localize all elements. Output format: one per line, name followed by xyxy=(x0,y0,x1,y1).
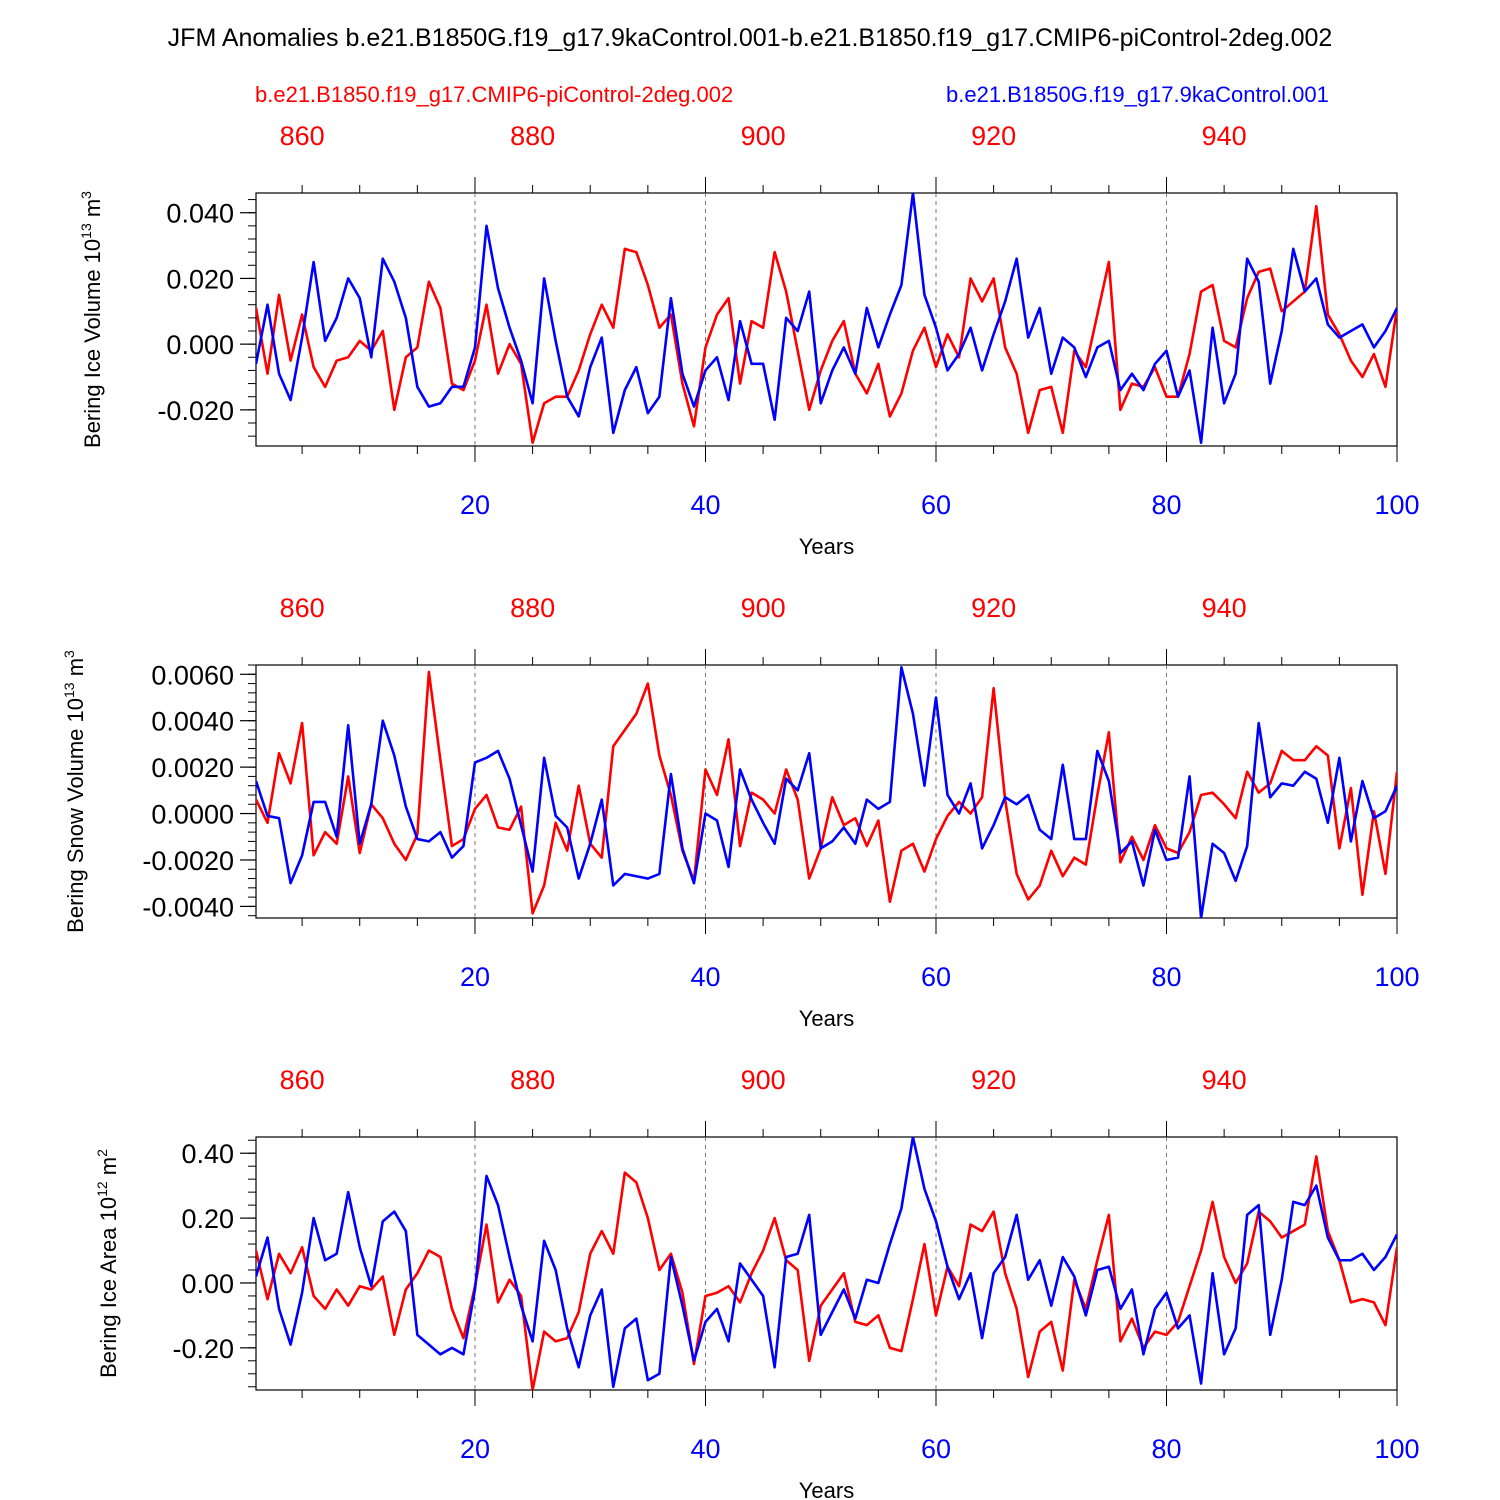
x-bottom-tick-label: 80 xyxy=(1151,490,1181,520)
figure-title: JFM Anomalies b.e21.B1850G.f19_g17.9kaCo… xyxy=(168,24,1333,52)
plot-frame xyxy=(255,664,1398,919)
legend-red-label: b.e21.B1850.f19_g17.CMIP6-piControl-2deg… xyxy=(255,82,733,107)
y-tick-label: -0.0020 xyxy=(142,846,234,876)
x-bottom-tick-label: 20 xyxy=(460,962,490,992)
x-top-tick-label: 900 xyxy=(741,1065,786,1095)
x-top-tick-label: 880 xyxy=(510,593,555,623)
y-axis-label: Bering Snow Volume 1013 m3 xyxy=(61,650,88,933)
series-line-red xyxy=(256,670,1397,915)
plot-frame xyxy=(255,1136,1398,1391)
x-bottom-tick-label: 100 xyxy=(1374,962,1419,992)
x-top-tick-label: 880 xyxy=(510,121,555,151)
y-tick-label: 0.40 xyxy=(181,1139,234,1169)
plot-frame xyxy=(255,192,1398,447)
y-tick-label: 0.000 xyxy=(166,330,234,360)
y-tick-label: -0.0040 xyxy=(142,892,234,922)
legend-blue-label: b.e21.B1850G.f19_g17.9kaControl.001 xyxy=(946,82,1329,107)
x-bottom-tick-label: 100 xyxy=(1374,1434,1419,1464)
series-line-red xyxy=(256,1155,1397,1390)
x-top-tick-label: 860 xyxy=(280,593,325,623)
x-bottom-tick-label: 60 xyxy=(921,1434,951,1464)
x-bottom-tick-label: 100 xyxy=(1374,490,1419,520)
series-line-blue xyxy=(256,1137,1397,1389)
x-bottom-tick-label: 40 xyxy=(690,1434,720,1464)
x-axis-label: Years xyxy=(799,534,854,559)
x-top-tick-label: 860 xyxy=(280,1065,325,1095)
y-tick-label: 0.0020 xyxy=(151,753,234,783)
panels: -0.020 0.000 0.020 0.040 20 40 60 80 100 860 880 90… xyxy=(61,121,1420,1500)
x-axis-label: Years xyxy=(799,1478,854,1500)
x-top-tick-label: 860 xyxy=(280,121,325,151)
x-bottom-tick-label: 80 xyxy=(1151,1434,1181,1464)
x-top-tick-label: 920 xyxy=(971,1065,1016,1095)
x-bottom-tick-label: 20 xyxy=(460,490,490,520)
x-top-tick-label: 920 xyxy=(971,121,1016,151)
x-top-tick-label: 920 xyxy=(971,593,1016,623)
series-line-blue xyxy=(256,666,1397,918)
y-tick-label: -0.020 xyxy=(157,396,234,426)
y-tick-label: 0.20 xyxy=(181,1204,234,1234)
panel-1: -0.020 0.000 0.020 0.040 20 40 60 80 100 860 880 90… xyxy=(78,121,1420,559)
x-top-tick-label: 900 xyxy=(741,593,786,623)
y-axis-label: Bering Ice Area 1012 m2 xyxy=(94,1149,121,1378)
series-line-blue xyxy=(256,193,1397,445)
y-tick-label: 0.020 xyxy=(166,264,234,294)
x-bottom-tick-label: 40 xyxy=(690,962,720,992)
panel-2: -0.0040 -0.0020 0.0000 0.0020 0.0040 0.0060 20… xyxy=(61,593,1420,1031)
y-tick-label: 0.040 xyxy=(166,199,234,229)
x-top-tick-label: 900 xyxy=(741,121,786,151)
x-top-tick-label: 940 xyxy=(1202,593,1247,623)
y-tick-label: 0.0060 xyxy=(151,660,234,690)
x-top-tick-label: 880 xyxy=(510,1065,555,1095)
series-line-red xyxy=(256,204,1397,445)
x-bottom-tick-label: 20 xyxy=(460,1434,490,1464)
x-bottom-tick-label: 40 xyxy=(690,490,720,520)
y-tick-label: -0.20 xyxy=(172,1334,234,1364)
y-tick-label: 0.0000 xyxy=(151,800,234,830)
y-tick-label: 0.0040 xyxy=(151,707,234,737)
panel-3: -0.20 0.00 0.20 0.40 20 40 60 80 100 860 880 900 920… xyxy=(94,1065,1420,1500)
y-axis-label: Bering Ice Volume 1013 m3 xyxy=(78,191,105,448)
x-top-tick-label: 940 xyxy=(1202,1065,1247,1095)
y-tick-label: 0.00 xyxy=(181,1269,234,1299)
x-bottom-tick-label: 60 xyxy=(921,490,951,520)
x-axis-label: Years xyxy=(799,1006,854,1031)
x-bottom-tick-label: 80 xyxy=(1151,962,1181,992)
x-top-tick-label: 940 xyxy=(1202,121,1247,151)
x-bottom-tick-label: 60 xyxy=(921,962,951,992)
